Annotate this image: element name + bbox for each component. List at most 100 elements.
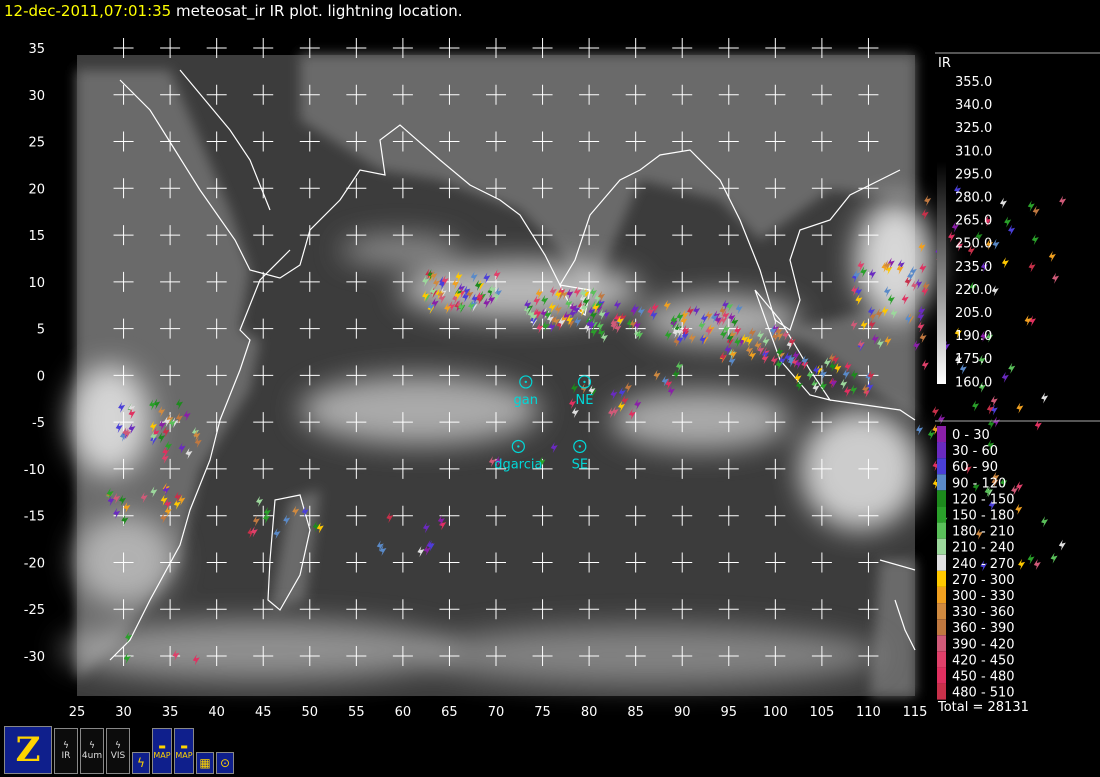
grid-cross [346, 225, 367, 246]
lightning-strike [602, 308, 610, 320]
grid-cross [486, 412, 506, 433]
site-toggle-button[interactable]: ⊙ [216, 752, 234, 774]
lightning-strike [705, 310, 713, 322]
lightning-strike [457, 301, 465, 313]
lightning-strike [726, 332, 734, 344]
grid-cross [392, 552, 413, 573]
lightning-strike [119, 494, 127, 506]
lightning-strike [610, 388, 618, 400]
map-button-2[interactable]: ▬ MAP [174, 728, 194, 774]
z-logo-button[interactable]: Z [4, 726, 52, 774]
lightning-strike [741, 333, 749, 345]
lightning-strike [754, 339, 762, 351]
grid-cross [486, 318, 506, 339]
site-markers: gan NE dgarcia SE [494, 375, 593, 472]
lightning-strike [860, 319, 868, 331]
lightning-strike [160, 494, 168, 506]
grid-cross [346, 178, 367, 199]
ir-lightning-button[interactable]: ϟ IR [54, 728, 78, 774]
grid-cross [160, 271, 181, 292]
grid-toggle-button[interactable]: ▦ [196, 752, 214, 774]
map-button-1[interactable]: ▬ MAP [152, 728, 172, 774]
lightning-strike [972, 481, 980, 493]
grid-cross [765, 178, 786, 199]
lightning-strike [762, 336, 770, 348]
grid-cross [811, 131, 832, 152]
lightning-strike [737, 336, 745, 348]
lightning-legend-swatch [937, 506, 946, 523]
lightning-strike [107, 495, 115, 507]
lightning-strike [980, 560, 988, 572]
grid-cross [532, 271, 553, 292]
lightning-strike [811, 378, 819, 390]
lightning-strike [534, 308, 542, 320]
lightning-toggle-button[interactable]: ϟ [132, 752, 150, 774]
lightning-strike [123, 653, 131, 665]
lightning-strike [867, 370, 875, 382]
site-dot [517, 445, 520, 448]
lightning-strike [672, 327, 680, 339]
lightning-strike [722, 309, 730, 321]
lightning-strike [670, 314, 678, 326]
lightning-strike [776, 330, 784, 342]
lightning-strike [884, 285, 892, 297]
lat-tick-label: -25 [24, 603, 45, 618]
lightning-strike [812, 382, 820, 394]
4um-lightning-button[interactable]: ϟ 4um [80, 728, 104, 774]
grid-cross [532, 646, 553, 666]
lightning-strike [256, 496, 264, 508]
grid-cross [113, 225, 134, 246]
lon-tick-label: 95 [721, 705, 738, 720]
grid-cross [392, 318, 413, 339]
lightning-strike [676, 326, 684, 338]
lightning-strike [932, 478, 940, 490]
grid-cross [206, 38, 227, 58]
grid-cross [718, 505, 739, 526]
grid-cross [858, 318, 879, 339]
lightning-strike [988, 499, 996, 511]
grid-cross [579, 505, 600, 526]
grid-cross [811, 412, 832, 433]
lightning-total: Total = 28131 [937, 700, 1029, 715]
lightning-strike [427, 269, 435, 281]
lightning-strike [477, 279, 485, 291]
lightning-strike [247, 527, 255, 539]
lightning-strike [618, 387, 626, 399]
grid-cross [718, 84, 739, 105]
grid-cross [532, 38, 553, 58]
lightning-strike [162, 484, 170, 496]
lightning-strike [673, 336, 681, 348]
lon-tick-label: 70 [488, 705, 505, 720]
lightning-strike [991, 476, 999, 488]
lightning-strike [624, 382, 632, 394]
lightning-strike [174, 491, 182, 503]
lightning-strike [1004, 216, 1012, 228]
grid-cross [160, 599, 181, 620]
lightning-strike [312, 521, 320, 533]
lon-tick-label: 80 [581, 705, 598, 720]
lightning-strike [919, 332, 927, 344]
lightning-strike [661, 375, 669, 387]
lightning-strike [560, 314, 568, 326]
grid-cross [206, 131, 227, 152]
lightning-strike [454, 289, 462, 301]
grid-cross [113, 131, 134, 152]
lightning-strike [379, 544, 387, 556]
lightning-strike [422, 290, 430, 302]
lightning-strike [775, 359, 783, 371]
vis-lightning-button[interactable]: ϟ VIS [106, 728, 130, 774]
lightning-strike [429, 286, 437, 298]
lightning-strike [729, 348, 737, 360]
lightning-strike [722, 299, 730, 311]
lightning-strike [921, 208, 929, 220]
lightning-strike [589, 287, 597, 299]
site-label: gan [514, 393, 538, 408]
lightning-strike [916, 424, 924, 436]
lightning-strike [851, 369, 859, 381]
grid-cross [532, 225, 553, 246]
grid-cross [625, 84, 646, 105]
grid-cross [811, 318, 832, 339]
ir-legend-value: 160.0 [955, 375, 992, 390]
grid-cross [625, 271, 646, 292]
grid-cross [299, 365, 320, 386]
